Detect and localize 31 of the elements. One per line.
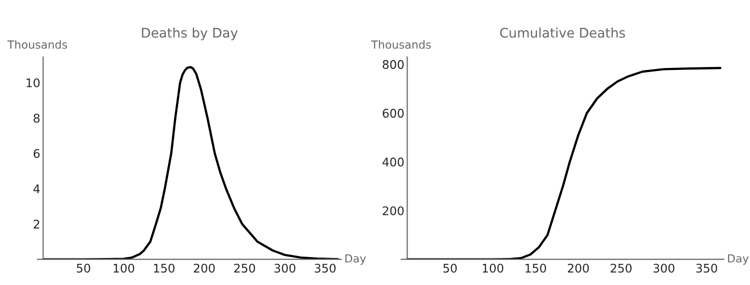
chart-title: Deaths by Day [142,28,238,40]
x-tick-label: 50 [76,264,90,273]
x-tick-label: 100 [482,264,504,273]
x-tick-label: 350 [696,264,718,273]
x-tick-label: 200 [194,264,215,273]
x-tick-label: 50 [443,264,457,273]
y-tick-label: 600 [382,108,404,118]
x-tick-label: 100 [114,264,134,273]
y-tick-label: 10 [26,78,40,88]
x-axis-title: Day [728,254,749,265]
y-axis-title: Thousands [7,40,68,49]
line-series [406,66,722,260]
y-tick-label: 400 [382,158,404,166]
line-series [42,66,340,260]
y-tick-label: 6 [34,149,40,158]
x-tick-label: 250 [234,264,256,273]
y-tick-label: 200 [382,206,404,216]
x-tick-label: 300 [654,264,674,273]
y-axis-title: Thousands [371,40,431,49]
x-tick-label: 150 [526,264,546,273]
x-axis-title: Day [345,254,366,265]
y-tick-label: 8 [34,114,40,123]
y-tick-label: 2 [34,220,40,228]
chart-title: Cumulative Deaths [500,28,625,38]
y-tick-label: 800 [382,60,404,69]
x-tick-label: 300 [274,264,296,273]
y-tick-label: 4 [33,184,40,194]
x-tick-label: 150 [154,264,174,273]
x-tick-label: 250 [610,264,632,273]
x-tick-label: 350 [314,264,336,273]
x-tick-label: 200 [568,264,589,273]
